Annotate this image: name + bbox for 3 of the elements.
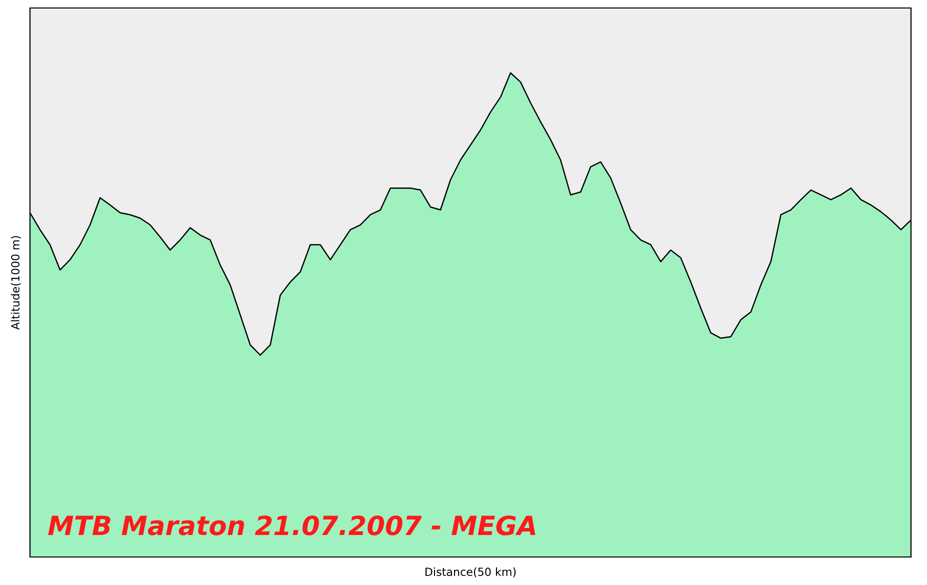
text: MTB Maraton 21.07.2007 - MEGA <box>48 515 536 536</box>
y-axis-title: Altitude(1000 m) <box>10 236 21 330</box>
x-axis-title: Distance(50 km) <box>426 567 516 578</box>
